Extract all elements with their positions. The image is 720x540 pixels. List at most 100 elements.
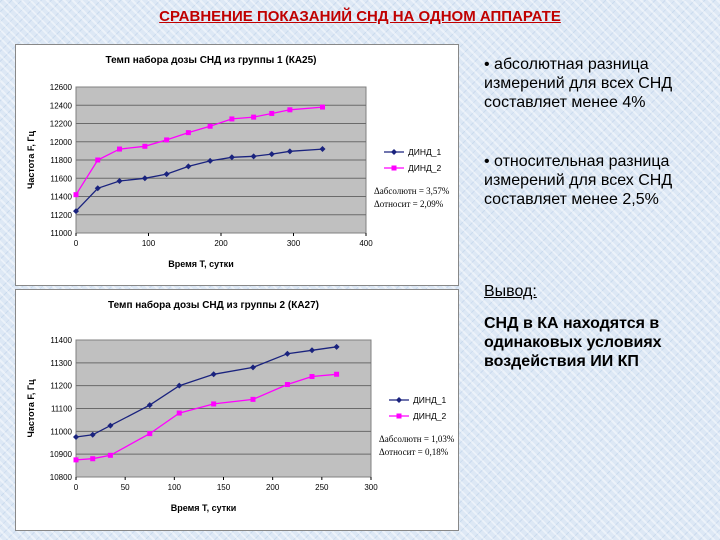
x-tick-label: 0	[74, 483, 79, 492]
legend-label: ДИНД_1	[408, 147, 441, 157]
data-point-series-1	[268, 151, 275, 158]
chart-group-1: Темп набора дозы СНД из группы 1 (КА25) 1…	[15, 44, 459, 286]
data-point-series-2	[320, 104, 325, 110]
x-tick-label: 250	[315, 483, 329, 492]
data-point-series-1	[94, 185, 101, 192]
y-tick-label: 11000	[50, 229, 72, 238]
data-point-series-2	[176, 410, 182, 416]
legend-marker	[396, 397, 402, 403]
data-point-series-2	[90, 456, 96, 462]
data-point-series-1	[333, 343, 340, 350]
x-tick-label: 150	[217, 483, 231, 492]
x-tick-label: 300	[287, 239, 301, 248]
chart-group-2: Темп набора дозы СНД из группы 2 (КА27) 1…	[15, 289, 459, 531]
data-point-series-2	[207, 123, 213, 129]
bullet-absolute-difference: • абсолютная разница измерений для всех …	[484, 56, 673, 111]
y-tick-label: 11000	[50, 427, 72, 436]
x-axis-label: Время Т, сутки	[171, 503, 236, 513]
annotation-text: Δотносит = 2,09%	[374, 199, 444, 209]
y-tick-label: 11200	[50, 382, 72, 391]
y-tick-label: 11800	[50, 156, 72, 165]
y-tick-label: 12000	[50, 138, 73, 147]
series-line-1	[75, 346, 337, 438]
data-point-series-2	[147, 431, 153, 437]
data-point-series-1	[176, 382, 183, 389]
y-tick-label: 11200	[50, 211, 72, 220]
data-point-series-1	[73, 208, 79, 215]
data-point-series-1	[210, 371, 217, 378]
annotation-text: Δотносит = 0,18%	[379, 447, 449, 457]
y-axis-label: Частота F, Гц	[26, 131, 36, 189]
legend-label: ДИНД_2	[413, 411, 446, 421]
y-tick-label: 11100	[51, 405, 73, 414]
chart-title: Темп набора дозы СНД из группы 1 (КА25)	[106, 54, 317, 66]
x-tick-label: 50	[121, 483, 130, 492]
data-point-series-1	[116, 177, 123, 184]
data-point-series-1	[250, 364, 256, 371]
data-point-series-1	[284, 350, 291, 357]
data-point-series-2	[107, 452, 113, 458]
data-point-series-2	[269, 110, 275, 116]
x-tick-label: 0	[74, 239, 79, 248]
series-line-2	[75, 373, 337, 461]
data-point-series-1	[163, 171, 170, 178]
legend-marker	[391, 149, 397, 155]
series-line-2	[75, 106, 323, 196]
data-point-series-2	[142, 143, 148, 149]
data-point-series-2	[211, 401, 217, 407]
data-point-series-2	[309, 374, 315, 380]
y-tick-label: 12400	[50, 101, 73, 110]
data-point-series-1	[146, 402, 153, 409]
x-tick-label: 200	[266, 483, 280, 492]
y-axis-label: Частота F, Гц	[26, 379, 36, 437]
legend-label: ДИНД_2	[408, 163, 441, 173]
legend-label: ДИНД_1	[413, 395, 446, 405]
data-point-series-2	[284, 382, 290, 388]
conclusion-text: СНД в КА находятся в одинаковых условиях…	[484, 315, 662, 370]
data-point-series-1	[107, 422, 114, 429]
data-point-series-1	[309, 347, 315, 354]
x-tick-label: 200	[214, 239, 228, 248]
data-point-series-2	[73, 457, 79, 463]
data-point-series-2	[251, 114, 257, 120]
x-tick-label: 300	[364, 483, 378, 492]
y-tick-label: 11400	[50, 336, 72, 345]
chart-title: Темп набора дозы СНД из группы 2 (КА27)	[108, 299, 319, 311]
legend-marker	[396, 413, 402, 419]
chart-group-2-svg: Темп набора дозы СНД из группы 2 (КА27) 1…	[26, 299, 455, 513]
data-point-series-1	[185, 163, 192, 170]
data-point-series-2	[73, 192, 79, 198]
y-tick-label: 11300	[50, 359, 72, 368]
x-axis-label: Время Т, сутки	[168, 259, 233, 269]
annotation-text: Δабсолютн = 1,03%	[379, 434, 455, 444]
data-point-series-1	[89, 431, 96, 438]
data-point-series-2	[334, 371, 340, 377]
data-point-series-2	[287, 107, 293, 113]
y-tick-label: 12200	[50, 120, 73, 129]
data-point-series-1	[250, 153, 257, 160]
data-point-series-1	[228, 154, 235, 161]
y-tick-label: 10800	[50, 473, 73, 482]
data-point-series-1	[141, 175, 148, 182]
chart-group-1-svg: Темп набора дозы СНД из группы 1 (КА25) 1…	[26, 54, 450, 269]
data-point-series-1	[207, 157, 214, 164]
data-point-series-2	[117, 146, 122, 152]
annotation-text: Δабсолютн = 3,57%	[374, 186, 450, 196]
y-tick-label: 10900	[50, 450, 73, 459]
data-point-series-1	[319, 146, 326, 153]
data-point-series-2	[95, 157, 101, 163]
data-point-series-1	[73, 434, 79, 441]
data-point-series-2	[164, 137, 170, 143]
x-tick-label: 400	[359, 239, 373, 248]
y-tick-label: 12600	[50, 83, 73, 92]
x-tick-label: 100	[168, 483, 182, 492]
legend-marker	[391, 165, 397, 171]
y-tick-label: 11600	[50, 174, 72, 183]
bullet-relative-difference: • относительная разница измерений для вс…	[484, 153, 673, 208]
slide-title: СРАВНЕНИЕ ПОКАЗАНИЙ СНД НА ОДНОМ АППАРАТ…	[159, 8, 561, 25]
conclusion-heading: Вывод:	[484, 283, 537, 300]
series-line-1	[75, 148, 323, 212]
x-tick-label: 100	[142, 239, 156, 248]
data-point-series-2	[229, 116, 235, 122]
data-point-series-2	[250, 396, 256, 402]
